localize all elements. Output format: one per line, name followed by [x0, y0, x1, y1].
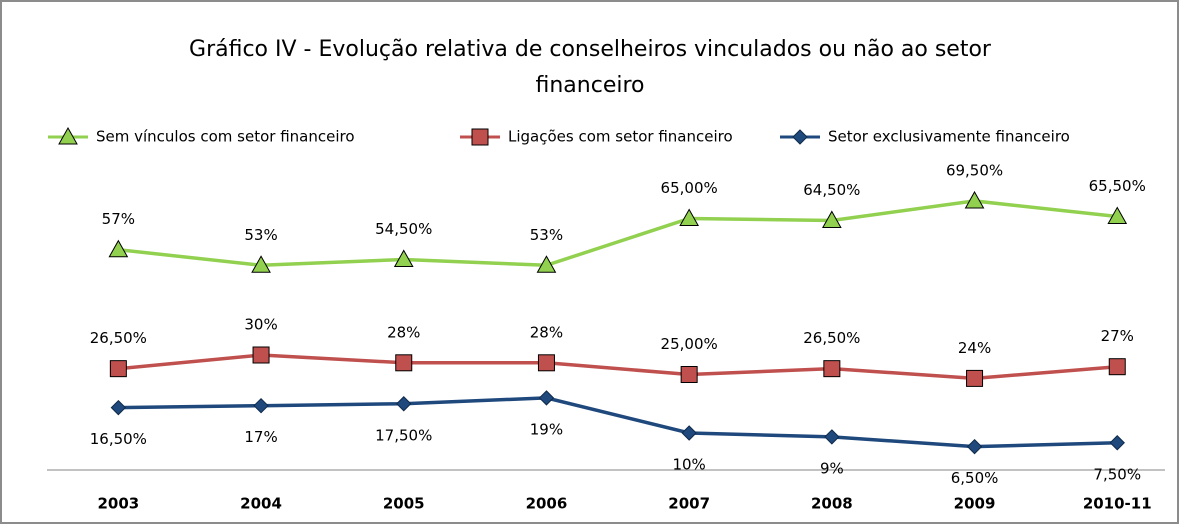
data-label: 9% — [820, 459, 844, 477]
marker — [108, 239, 129, 258]
series-line — [118, 199, 1118, 268]
marker — [824, 429, 840, 445]
data-label: 17,50% — [375, 426, 432, 444]
marker — [681, 425, 697, 441]
x-tick-label: 2008 — [811, 495, 853, 513]
marker — [680, 366, 698, 383]
data-label: 26,50% — [803, 329, 860, 347]
x-tick-label: 2009 — [954, 495, 996, 513]
marker — [821, 210, 842, 228]
marker — [966, 369, 984, 387]
legend-marker — [792, 129, 808, 145]
marker — [964, 190, 985, 209]
data-label: 10% — [672, 456, 705, 474]
x-tick-label: 2006 — [526, 495, 568, 513]
chart-title: Gráfico IV - Evolução relativa de consel… — [189, 37, 992, 62]
chart-title: financeiro — [536, 73, 645, 98]
marker — [1109, 435, 1125, 451]
series-line — [118, 396, 1118, 449]
x-tick-label: 2007 — [668, 495, 710, 513]
data-label: 24% — [958, 339, 991, 357]
marker — [536, 255, 557, 273]
data-label: 57% — [102, 210, 135, 228]
x-tick-label: 2005 — [383, 495, 425, 513]
marker — [396, 396, 412, 412]
marker — [253, 397, 269, 414]
data-label: 69,50% — [946, 161, 1003, 179]
data-label: 64,50% — [803, 181, 860, 199]
legend-label: Sem vínculos com setor financeiro — [96, 128, 355, 146]
marker — [393, 249, 414, 267]
legend-label: Setor exclusivamente financeiro — [828, 128, 1070, 146]
legend-marker — [58, 126, 78, 145]
data-label: 25,00% — [661, 335, 718, 353]
data-label: 30% — [244, 316, 277, 334]
data-label: 53% — [530, 226, 563, 244]
x-tick-label: 2004 — [240, 495, 282, 513]
data-label: 16,50% — [90, 430, 147, 448]
legend-label: Ligações com setor financeiro — [508, 128, 733, 146]
marker — [252, 346, 270, 364]
data-label: 26,50% — [90, 329, 147, 347]
data-label: 65,00% — [661, 179, 718, 197]
data-label: 17% — [244, 428, 277, 446]
data-label: 28% — [387, 323, 420, 341]
legend-marker — [471, 128, 489, 146]
data-label: 28% — [530, 323, 563, 341]
data-label: 65,50% — [1089, 177, 1146, 195]
data-label: 6,50% — [951, 469, 999, 487]
x-tick-label: 2003 — [97, 495, 139, 513]
marker — [966, 438, 983, 455]
marker — [537, 354, 555, 372]
x-tick-label: 2010-11 — [1083, 495, 1152, 513]
series-line — [118, 353, 1118, 381]
marker — [1108, 358, 1126, 376]
data-label: 19% — [530, 420, 563, 438]
marker — [251, 255, 271, 273]
marker — [1107, 206, 1128, 225]
data-label: 27% — [1101, 327, 1134, 345]
marker — [679, 208, 700, 226]
marker — [538, 390, 555, 406]
data-label: 53% — [244, 226, 277, 244]
marker — [109, 360, 127, 378]
marker — [110, 399, 127, 416]
data-label: 54,50% — [375, 220, 432, 238]
marker — [823, 360, 841, 378]
marker — [395, 354, 413, 372]
data-label: 7,50% — [1093, 465, 1141, 483]
